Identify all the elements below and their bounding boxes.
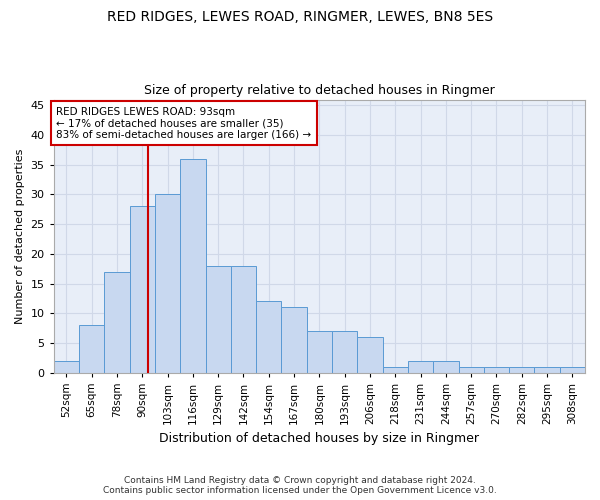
Bar [256, 302, 281, 372]
Bar [484, 366, 509, 372]
Text: Contains HM Land Registry data © Crown copyright and database right 2024.
Contai: Contains HM Land Registry data © Crown c… [103, 476, 497, 495]
Bar [408, 360, 433, 372]
Bar [231, 266, 256, 372]
Bar [358, 337, 383, 372]
Bar [458, 366, 484, 372]
Bar [433, 360, 458, 372]
Title: Size of property relative to detached houses in Ringmer: Size of property relative to detached ho… [144, 84, 495, 97]
Bar [130, 206, 155, 372]
Bar [281, 307, 307, 372]
Bar [155, 194, 180, 372]
Bar [307, 331, 332, 372]
Bar [560, 366, 585, 372]
Bar [383, 366, 408, 372]
Bar [332, 331, 358, 372]
Bar [180, 159, 206, 372]
X-axis label: Distribution of detached houses by size in Ringmer: Distribution of detached houses by size … [160, 432, 479, 445]
Bar [535, 366, 560, 372]
Bar [54, 360, 79, 372]
Y-axis label: Number of detached properties: Number of detached properties [15, 148, 25, 324]
Bar [206, 266, 231, 372]
Bar [509, 366, 535, 372]
Text: RED RIDGES LEWES ROAD: 93sqm
← 17% of detached houses are smaller (35)
83% of se: RED RIDGES LEWES ROAD: 93sqm ← 17% of de… [56, 106, 311, 140]
Bar [104, 272, 130, 372]
Bar [79, 325, 104, 372]
Text: RED RIDGES, LEWES ROAD, RINGMER, LEWES, BN8 5ES: RED RIDGES, LEWES ROAD, RINGMER, LEWES, … [107, 10, 493, 24]
